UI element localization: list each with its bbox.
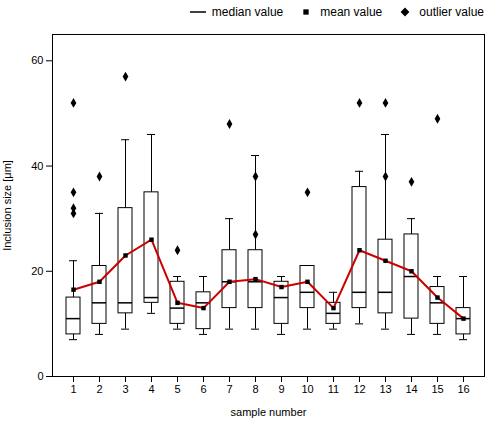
svg-text:sample number: sample number (231, 406, 307, 418)
svg-text:60: 60 (31, 54, 43, 66)
svg-text:20: 20 (31, 265, 43, 277)
svg-text:4: 4 (148, 383, 154, 395)
svg-text:2: 2 (96, 383, 102, 395)
html-text:outlier value: outlier value (419, 5, 484, 19)
svg-text:12: 12 (353, 383, 365, 395)
svg-text:10: 10 (301, 383, 313, 395)
svg-text:5: 5 (174, 383, 180, 395)
html-text:mean value: mean value (320, 5, 383, 19)
svg-text:6: 6 (200, 383, 206, 395)
svg-text:0: 0 (37, 370, 43, 382)
svg-text:9: 9 (278, 383, 284, 395)
svg-text:1: 1 (70, 383, 76, 395)
svg-text:Inclusion size [μm]: Inclusion size [μm] (1, 160, 13, 251)
svg-text:16: 16 (457, 383, 469, 395)
svg-text:3: 3 (122, 383, 128, 395)
svg-text:14: 14 (405, 383, 417, 395)
svg-text:13: 13 (379, 383, 391, 395)
svg-text:7: 7 (226, 383, 232, 395)
svg-text:8: 8 (252, 383, 258, 395)
svg-text:15: 15 (431, 383, 443, 395)
html-text:median value: median value (211, 5, 284, 19)
svg-text:11: 11 (328, 383, 339, 395)
svg-text:40: 40 (31, 160, 43, 172)
